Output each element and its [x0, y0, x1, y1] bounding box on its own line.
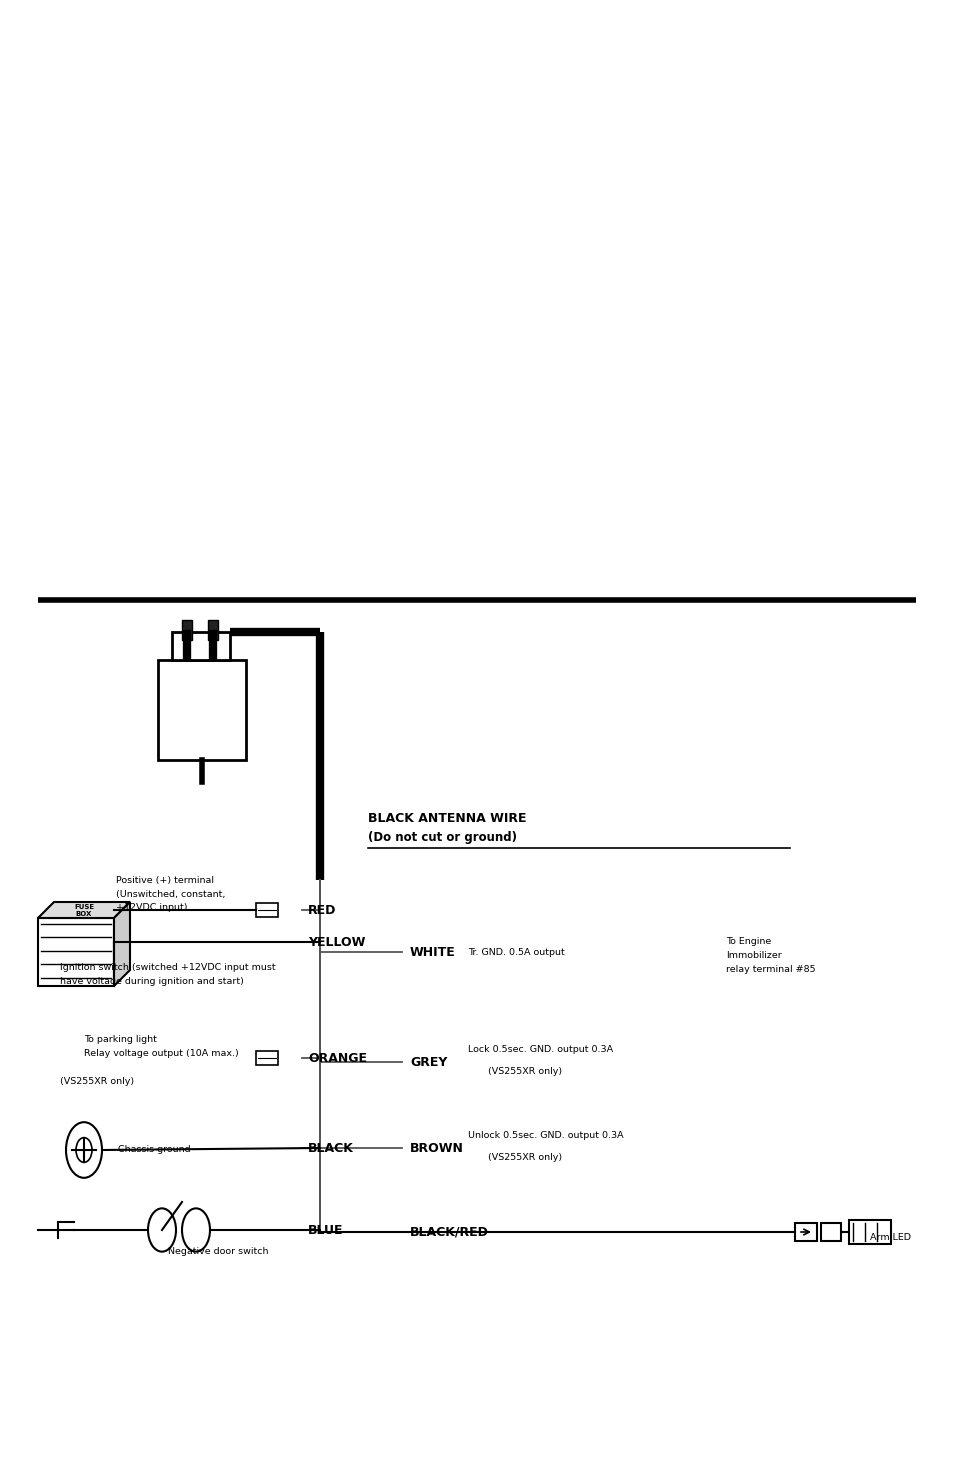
Text: BLUE: BLUE [308, 1223, 343, 1236]
FancyBboxPatch shape [848, 1220, 890, 1243]
FancyBboxPatch shape [158, 659, 246, 760]
Text: YELLOW: YELLOW [308, 935, 365, 948]
Text: (Unswitched, constant,: (Unswitched, constant, [116, 889, 225, 898]
Text: (VS255XR only): (VS255XR only) [60, 1078, 134, 1087]
FancyBboxPatch shape [208, 620, 218, 640]
Text: Relay voltage output (10A max.): Relay voltage output (10A max.) [84, 1050, 238, 1059]
Text: Chassis ground: Chassis ground [118, 1146, 191, 1155]
Text: BLACK: BLACK [308, 1142, 354, 1155]
Text: have voltage during ignition and start): have voltage during ignition and start) [60, 978, 244, 987]
Text: Immobilizer: Immobilizer [725, 951, 781, 960]
Text: relay terminal #85: relay terminal #85 [725, 966, 815, 975]
Text: Lock 0.5sec. GND. output 0.3A: Lock 0.5sec. GND. output 0.3A [468, 1046, 613, 1055]
Text: Unlock 0.5sec. GND. output 0.3A: Unlock 0.5sec. GND. output 0.3A [468, 1131, 623, 1140]
Text: RED: RED [308, 904, 336, 916]
Text: BROWN: BROWN [410, 1142, 463, 1155]
FancyBboxPatch shape [182, 620, 192, 640]
Text: (VS255XR only): (VS255XR only) [488, 1068, 561, 1077]
Text: BLACK/RED: BLACK/RED [410, 1226, 488, 1239]
Text: Arm LED: Arm LED [869, 1233, 910, 1242]
FancyBboxPatch shape [255, 903, 277, 917]
FancyBboxPatch shape [821, 1223, 841, 1240]
Text: Positive (+) terminal: Positive (+) terminal [116, 876, 213, 885]
Text: WHITE: WHITE [410, 945, 456, 959]
Text: To Engine: To Engine [725, 938, 770, 947]
Polygon shape [113, 903, 130, 985]
Text: ORANGE: ORANGE [308, 1052, 367, 1065]
Text: BLACK ANTENNA WIRE: BLACK ANTENNA WIRE [368, 811, 526, 825]
FancyBboxPatch shape [255, 1052, 277, 1065]
Text: GREY: GREY [410, 1056, 447, 1068]
FancyBboxPatch shape [172, 631, 230, 659]
Polygon shape [38, 903, 130, 917]
Text: Ignition switch (switched +12VDC input must: Ignition switch (switched +12VDC input m… [60, 963, 275, 972]
Text: Negative door switch: Negative door switch [168, 1248, 268, 1257]
Text: (VS255XR only): (VS255XR only) [488, 1153, 561, 1162]
Text: To parking light: To parking light [84, 1035, 156, 1044]
Text: FUSE
BOX: FUSE BOX [74, 904, 94, 916]
Text: Tr. GND. 0.5A output: Tr. GND. 0.5A output [468, 947, 564, 956]
Text: (Do not cut or ground): (Do not cut or ground) [368, 832, 517, 845]
Text: +12VDC input): +12VDC input) [116, 904, 188, 913]
FancyBboxPatch shape [794, 1223, 816, 1240]
FancyBboxPatch shape [38, 917, 113, 985]
